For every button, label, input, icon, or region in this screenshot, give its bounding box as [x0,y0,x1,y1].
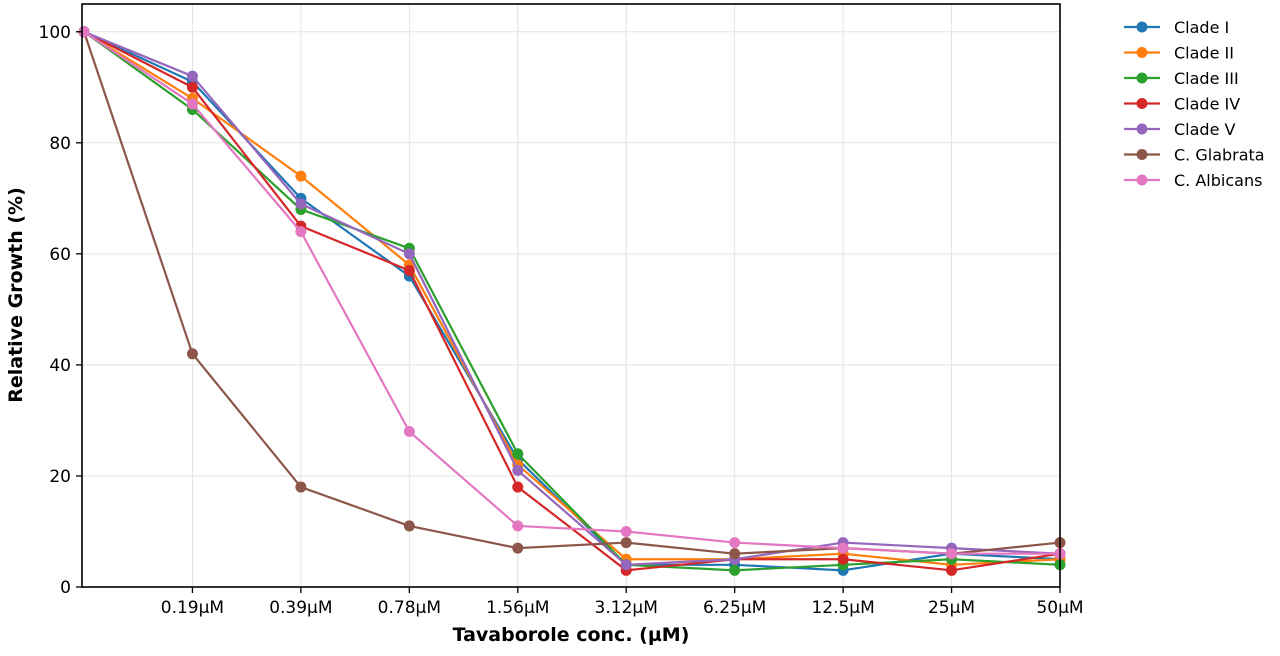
legend-entry: C. Glabrata [1124,146,1265,165]
legend-label: C. Glabrata [1174,146,1265,165]
legend-label: Clade I [1174,18,1229,37]
x-tick-label: 0.39µM [269,598,332,618]
data-point-c-albicans [837,542,849,554]
y-tick-label: 100 [39,23,71,43]
data-point-c-albicans [403,426,415,438]
y-tick-label: 60 [49,245,71,265]
x-tick-label: 50µM [1036,598,1083,618]
series-clade-iv [78,26,1066,576]
y-tick-label: 40 [49,356,71,376]
x-axis: 0.19µM 0.39µM 0.78µM 1.56µM 3.12µM 6.25µM 12.5… [161,587,1084,618]
x-tick-label: 25µM [928,598,975,618]
data-point-c-glabrata [512,542,524,554]
legend-entry: Clade I [1124,18,1229,37]
legend-label: C. Albicans [1174,171,1262,190]
data-point-c-albicans [295,226,307,238]
x-tick-label: 0.78µM [378,598,441,618]
y-axis-title: Relative Growth (%) [5,187,27,403]
legend-swatch-marker [1136,47,1148,58]
data-point-c-albicans [946,548,958,560]
data-point-c-glabrata [403,520,415,532]
series-line-clade-v [83,30,1061,566]
legend-label: Clade III [1174,69,1239,88]
legend-entry: Clade III [1124,69,1239,88]
data-point-clade-iv [837,553,849,565]
y-tick-label: 80 [49,134,71,154]
legend-swatch-marker [1136,123,1148,135]
legend-swatch-marker [1136,21,1148,33]
legend-label: Clade IV [1174,95,1240,114]
data-point-clade-iv [403,265,415,277]
legend-swatch-marker [1136,98,1148,109]
series-clade-iii [78,26,1066,576]
data-point-clade-iii [512,448,524,460]
legend-label: Clade V [1174,120,1236,139]
legend-swatch-marker [1136,174,1148,186]
data-point-clade-iv [946,564,958,576]
legend-swatch-marker [1136,72,1148,84]
data-point-c-albicans [620,525,632,537]
series-line-clade-iv [83,30,1061,572]
legend-entry: Clade IV [1124,95,1240,114]
x-axis-title: Tavaborole conc. (µM) [453,624,690,646]
x-tick-label: 0.19µM [161,598,224,618]
x-tick-label: 1.56µM [486,598,549,618]
legend-entry: C. Albicans [1124,171,1262,190]
data-point-clade-ii [295,170,307,182]
data-point-c-albicans [729,537,741,549]
series-line-c-glabrata [82,31,1061,555]
series-line-clade-i [83,30,1061,572]
series-line-clade-iii [83,30,1061,572]
data-point-clade-iv [186,81,198,93]
legend: Clade I Clade II Clade III Clade IV Clade V C… [1124,18,1265,190]
legend-entry: Clade V [1124,120,1236,139]
data-point-clade-v [620,559,632,571]
x-tick-label: 3.12µM [595,598,658,618]
data-point-clade-v [512,464,524,476]
series-clade-ii [78,26,1066,571]
series-clade-i [78,26,1066,576]
x-tick-label: 12.5µM [811,598,874,618]
series-c-albicans [78,26,1066,560]
data-point-c-glabrata [729,548,741,560]
legend-entry: Clade II [1124,44,1234,63]
data-point-clade-v [403,248,415,260]
data-point-c-glabrata [295,481,307,493]
data-point-clade-iii [729,564,741,576]
plot-frame [81,3,1061,588]
series-c-glabrata [78,26,1066,560]
data-point-c-albicans [512,520,524,532]
y-tick-label: 20 [49,467,71,487]
y-tick-label: 0 [60,578,71,598]
data-point-c-glabrata [620,537,632,549]
grid-lines [82,4,1061,588]
series-line-c-albicans [83,30,1060,555]
series-layer [78,26,1066,576]
data-point-c-albicans [186,98,198,110]
data-point-clade-v [295,198,307,210]
x-tick-label: 6.25µM [703,598,766,618]
legend-label: Clade II [1174,44,1234,63]
series-clade-v [78,26,1066,571]
legend-swatch-marker [1136,149,1148,160]
data-point-c-glabrata [186,348,198,360]
series-line-clade-ii [83,30,1061,566]
y-axis: 0 20 40 60 80 100 [39,23,82,598]
data-point-clade-v [186,70,198,82]
data-point-clade-iv [512,481,524,493]
